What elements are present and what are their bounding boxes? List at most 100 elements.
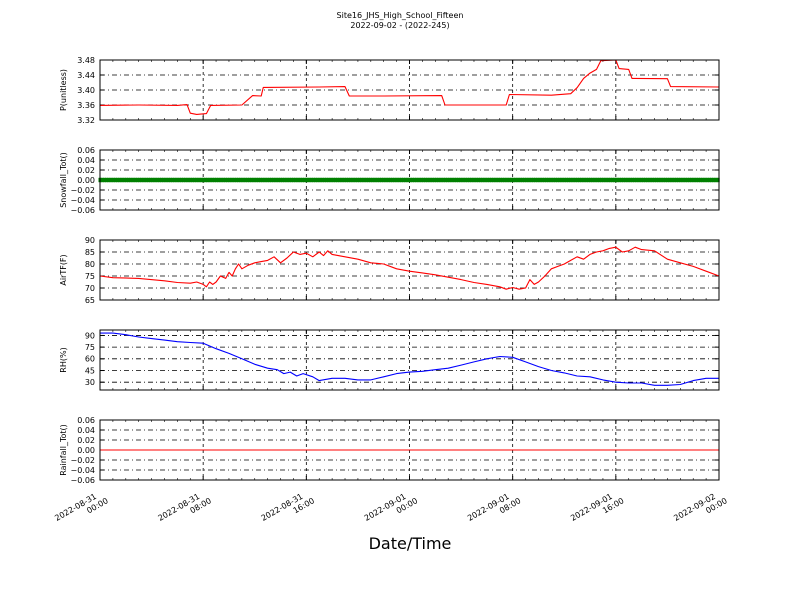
y-tick-label: 3.44 <box>77 71 95 80</box>
series-point <box>417 177 421 183</box>
series-point <box>424 177 428 183</box>
series-point <box>593 177 597 183</box>
x-tick-label: 2022-09-0100:00 <box>363 488 419 531</box>
series-point <box>105 177 109 183</box>
series-point <box>582 177 586 183</box>
series-point <box>419 177 423 183</box>
series-point <box>234 177 238 183</box>
series-point <box>157 177 161 183</box>
y-tick-label: 0.04 <box>77 426 95 435</box>
x-tick-label: 2022-08-3108:00 <box>156 488 212 531</box>
series-point <box>540 177 544 183</box>
series-point <box>655 177 659 183</box>
series-point <box>514 177 518 183</box>
series-point <box>270 177 274 183</box>
series-point <box>340 177 344 183</box>
series-point <box>452 177 456 183</box>
x-axis-title: Date/Time <box>368 534 452 553</box>
series-point <box>683 177 687 183</box>
series-point <box>696 177 700 183</box>
series-point <box>699 177 703 183</box>
series-point <box>430 177 434 183</box>
series-point <box>611 177 615 183</box>
series-line <box>99 246 720 290</box>
series-point <box>138 177 142 183</box>
series-point <box>525 177 529 183</box>
series-point <box>591 177 595 183</box>
series-point <box>221 177 225 183</box>
series-point <box>503 177 507 183</box>
series-point <box>364 177 368 183</box>
x-tick-label: 2022-09-0200:00 <box>672 488 728 531</box>
series-point <box>329 177 333 183</box>
series-point <box>674 177 678 183</box>
series-point <box>162 177 166 183</box>
y-axis-label: RH(%) <box>59 347 68 372</box>
series-point <box>567 177 571 183</box>
series-point <box>487 177 491 183</box>
series-point <box>406 177 410 183</box>
series-point <box>415 177 419 183</box>
series-point <box>505 177 509 183</box>
y-tick-label: 0.04 <box>77 156 95 165</box>
panel-4: 30 45 60 75 90 RH(%) <box>59 329 720 391</box>
series-point <box>635 177 639 183</box>
series-point <box>208 177 212 183</box>
series-point <box>692 177 696 183</box>
y-tick-label: 0.00 <box>77 176 95 185</box>
series-point <box>494 177 498 183</box>
series-point <box>120 177 124 183</box>
series-point <box>201 177 205 183</box>
series-point <box>426 177 430 183</box>
series-point <box>344 177 348 183</box>
series-point <box>644 177 648 183</box>
series-point <box>622 177 626 183</box>
series-point <box>149 177 153 183</box>
series-point <box>281 177 285 183</box>
series-point <box>551 177 555 183</box>
series-point <box>446 177 450 183</box>
series-point <box>384 177 388 183</box>
series-point <box>468 177 472 183</box>
series-point <box>421 177 425 183</box>
series-point <box>617 177 621 183</box>
y-tick-label: 3.36 <box>77 101 95 110</box>
series-point <box>399 177 403 183</box>
series-point <box>193 177 197 183</box>
series-point <box>386 177 390 183</box>
y-tick-label: 30 <box>85 378 95 387</box>
series-point <box>102 177 106 183</box>
series-point <box>318 177 322 183</box>
series-point <box>144 177 148 183</box>
series-point <box>380 177 384 183</box>
series-point <box>545 177 549 183</box>
series-point <box>619 177 623 183</box>
series-point <box>362 177 366 183</box>
series-point <box>688 177 692 183</box>
series-point <box>602 177 606 183</box>
series-point <box>681 177 685 183</box>
series-point <box>223 177 227 183</box>
series-point <box>410 177 414 183</box>
series-point <box>300 177 304 183</box>
series-point <box>391 177 395 183</box>
series-point <box>413 177 417 183</box>
series-point <box>652 177 656 183</box>
series-point <box>393 177 397 183</box>
series-point <box>547 177 551 183</box>
series-point <box>142 177 146 183</box>
series-point <box>630 177 634 183</box>
series-point <box>516 177 520 183</box>
series-point <box>432 177 436 183</box>
series-point <box>175 177 179 183</box>
series-point <box>650 177 654 183</box>
series-point <box>294 177 298 183</box>
series-point <box>239 177 243 183</box>
series-point <box>179 177 183 183</box>
y-tick-label: 3.48 <box>77 56 95 65</box>
series-point <box>397 177 401 183</box>
series-point <box>580 177 584 183</box>
series-point <box>668 177 672 183</box>
series-point <box>646 177 650 183</box>
y-axis-label: Rainfall_Tot() <box>59 424 68 476</box>
